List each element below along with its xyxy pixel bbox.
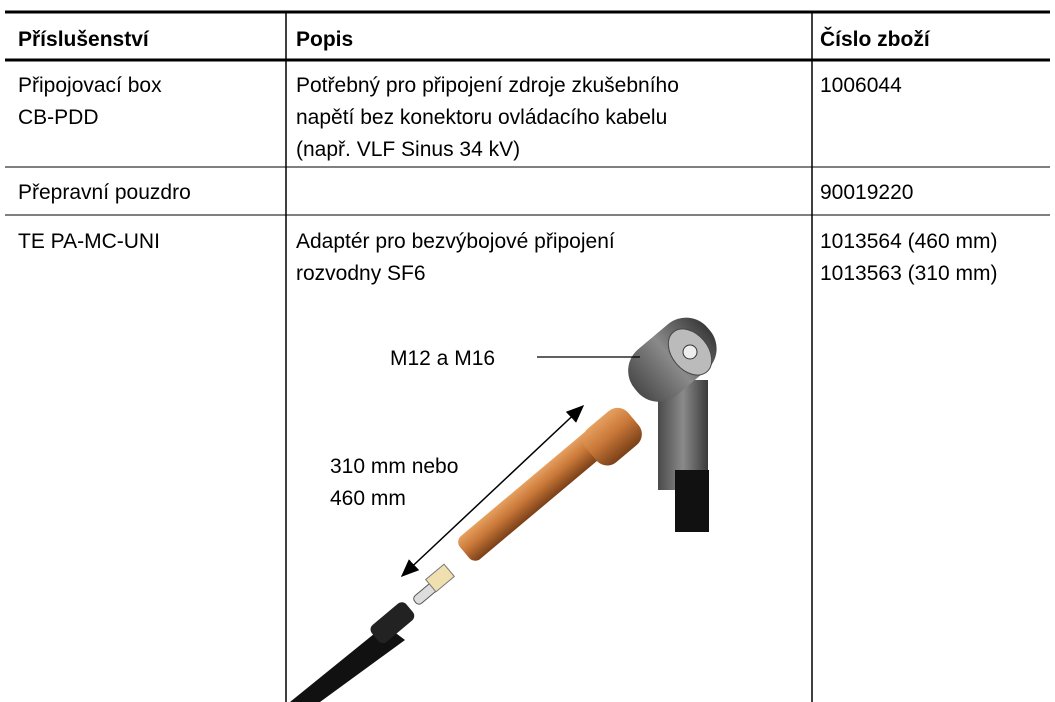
table-grid xyxy=(5,10,1050,702)
illustration xyxy=(290,317,717,702)
table-cell-text: TE PA-MC-UNI xyxy=(18,230,160,253)
table-cell-text: rozvodny SF6 xyxy=(296,262,426,285)
table-cell-text: Přepravní pouzdro xyxy=(18,181,191,204)
figure-label: 460 mm xyxy=(330,487,406,510)
figure-label: M12 a M16 xyxy=(390,347,495,370)
header-cell: Příslušenství xyxy=(18,28,150,51)
table-cell-text: 1006044 xyxy=(820,74,902,97)
table-cell-text: 1013564 (460 mm) xyxy=(820,230,997,253)
table-cell-text: (např. VLF Sinus 34 kV) xyxy=(296,138,520,161)
table-cell-text: Připojovací box xyxy=(18,74,162,97)
table-cell-text: Potřebný pro připojení zdroje zkušebního xyxy=(296,74,679,97)
table-cell-text: Adaptér pro bezvýbojové připojení xyxy=(296,230,615,253)
table-cell-text: 90019220 xyxy=(820,181,913,204)
table-cell-text: 1013563 (310 mm) xyxy=(820,262,997,285)
figure-label: 310 mm nebo xyxy=(330,455,458,478)
table-cell-text: napětí bez konektoru ovládacího kabelu xyxy=(296,106,667,129)
header-cell: Popis xyxy=(296,28,353,51)
table-cell-text: CB-PDD xyxy=(18,106,99,129)
header-cell: Číslo zboží xyxy=(820,27,931,51)
